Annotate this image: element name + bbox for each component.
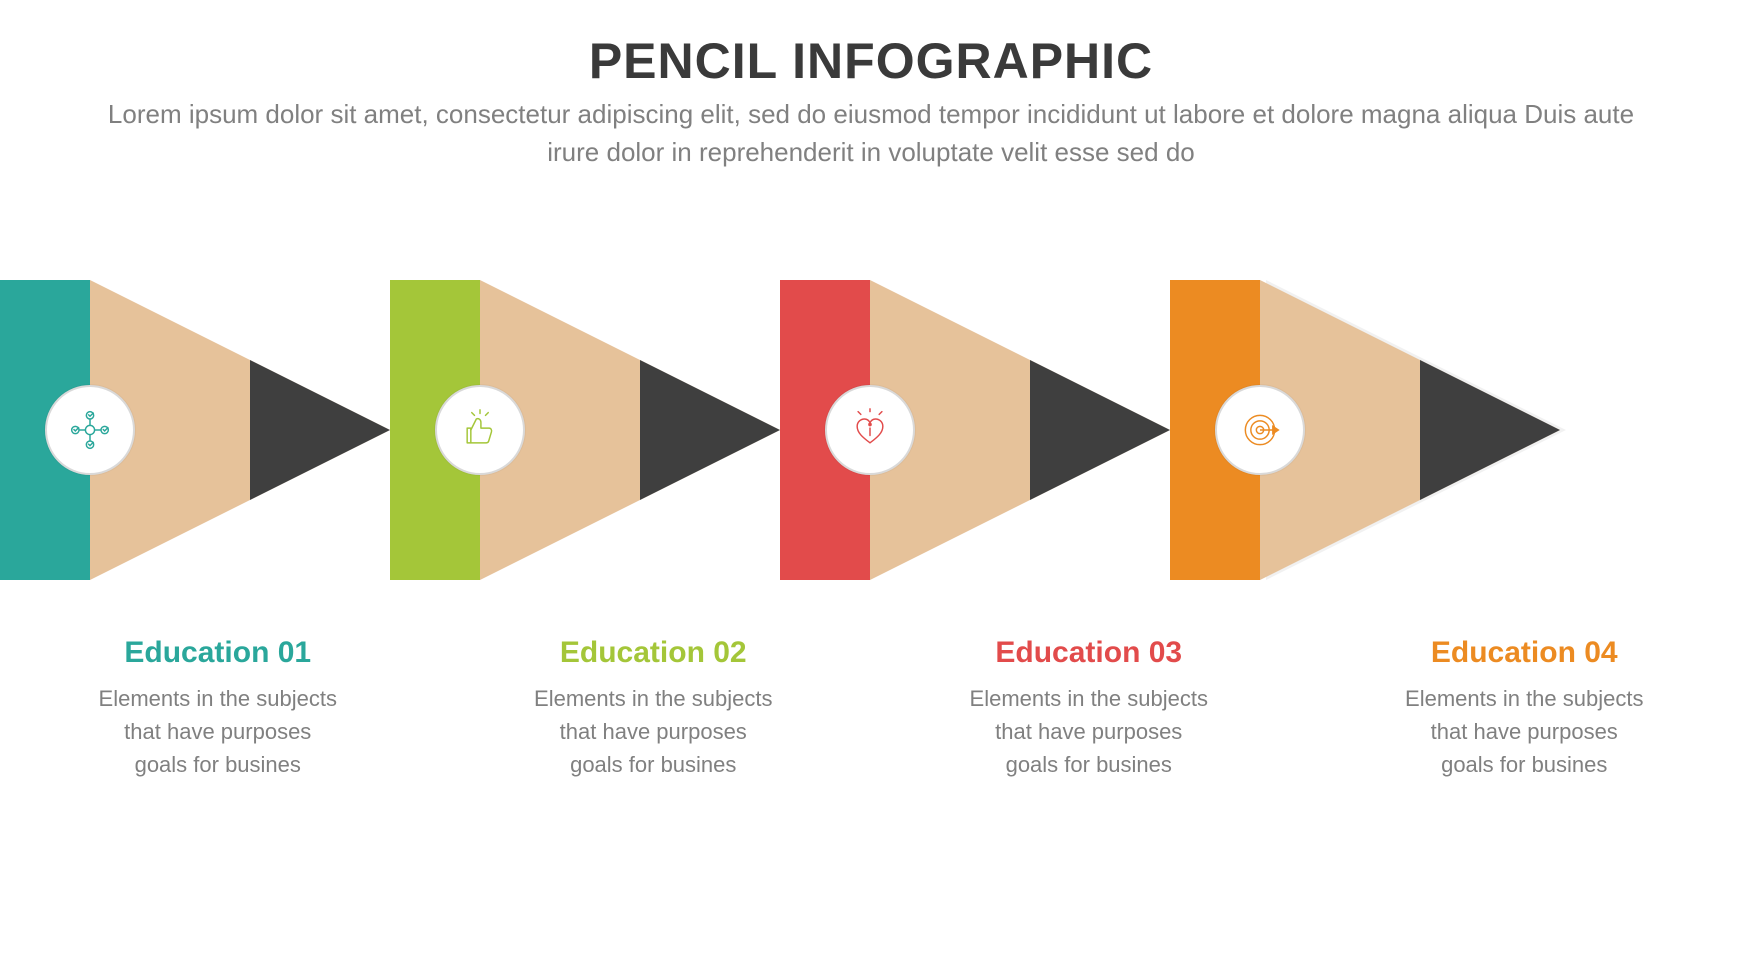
lead-tip: [1030, 360, 1170, 500]
page-title: PENCIL INFOGRAPHIC: [0, 32, 1742, 90]
target-icon: [1215, 385, 1305, 475]
pencil-segment-3: [780, 280, 1170, 580]
network-icon: [45, 385, 135, 475]
caption-3: Education 03 Elements in the subjects tha…: [871, 636, 1307, 896]
lead-tip: [640, 360, 780, 500]
caption-body: Elements in the subjects that have purpo…: [911, 682, 1267, 781]
caption-title: Education 04: [1347, 636, 1703, 670]
caption-title: Education 02: [476, 636, 832, 670]
pencil-graphic: [0, 280, 1742, 580]
header: PENCIL INFOGRAPHIC Lorem ipsum dolor sit…: [0, 0, 1742, 171]
thumbsup-icon: [435, 385, 525, 475]
lead-tip: [1420, 360, 1560, 500]
caption-body: Elements in the subjects that have purpo…: [40, 682, 396, 781]
caption-1: Education 01 Elements in the subjects tha…: [0, 636, 436, 896]
lead-tip: [250, 360, 390, 500]
pencil-segment-4: [1170, 280, 1560, 580]
pencil-segment-2: [390, 280, 780, 580]
page-subtitle: Lorem ipsum dolor sit amet, consectetur …: [101, 96, 1641, 171]
caption-body: Elements in the subjects that have purpo…: [1347, 682, 1703, 781]
heart-icon: [825, 385, 915, 475]
caption-title: Education 01: [40, 636, 396, 670]
caption-body: Elements in the subjects that have purpo…: [476, 682, 832, 781]
caption-4: Education 04 Elements in the subjects tha…: [1307, 636, 1742, 896]
pencil-segment-1: [0, 280, 390, 580]
caption-title: Education 03: [911, 636, 1267, 670]
caption-2: Education 02 Elements in the subjects tha…: [436, 636, 872, 896]
captions-row: Education 01 Elements in the subjects tha…: [0, 636, 1742, 896]
